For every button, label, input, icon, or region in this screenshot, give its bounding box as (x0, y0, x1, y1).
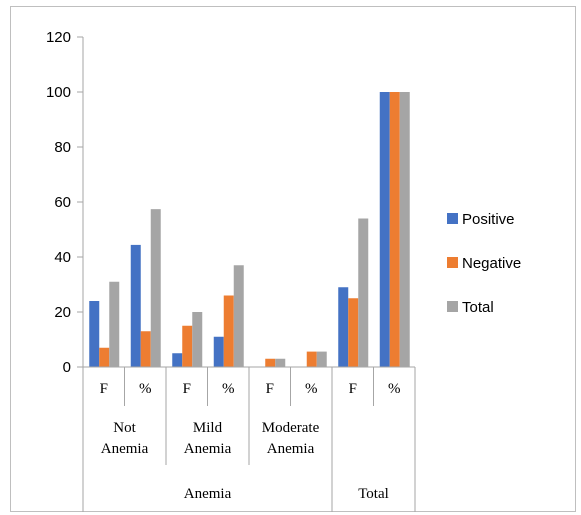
y-tick-label: 0 (63, 359, 71, 376)
bar-total-2 (192, 312, 203, 367)
bar-negative-3 (223, 295, 234, 367)
legend-label-positive: Positive (462, 211, 515, 228)
bar-positive-3 (213, 336, 224, 367)
bar-total-0 (109, 281, 120, 367)
x-category-label: % (305, 381, 318, 397)
bar-positive-0 (89, 301, 100, 367)
bar-positive-2 (172, 353, 183, 367)
chart-frame (10, 6, 576, 512)
y-tick-label: 80 (54, 139, 71, 156)
y-tick-label: 40 (54, 249, 71, 266)
x-top-group-label: Anemia (184, 486, 232, 502)
x-category-label: F (183, 381, 191, 397)
x-category-label: F (349, 381, 357, 397)
bar-total-4 (275, 358, 286, 367)
bar-total-5 (316, 351, 327, 367)
bar-total-7 (399, 92, 410, 367)
legend-label-negative: Negative (462, 255, 521, 272)
y-tick-label: 20 (54, 304, 71, 321)
bar-negative-4 (265, 358, 276, 367)
x-group-label: Anemia (184, 441, 232, 457)
x-category-label: F (100, 381, 108, 397)
bar-positive-1 (130, 244, 141, 367)
bar-negative-7 (389, 92, 400, 367)
legend-swatch-negative (447, 257, 458, 268)
bar-total-1 (150, 209, 161, 367)
bar-negative-0 (99, 347, 110, 367)
x-group-label: Mild (193, 420, 223, 436)
x-group-label: Moderate (262, 420, 320, 436)
legend-label-total: Total (462, 299, 494, 316)
x-category-label: F (266, 381, 274, 397)
bar-negative-2 (182, 325, 193, 367)
legend-swatch-total (447, 301, 458, 312)
bar-total-6 (358, 218, 369, 367)
bar-positive-7 (379, 92, 390, 367)
bar-positive-6 (338, 287, 349, 367)
bar-negative-1 (140, 331, 151, 367)
y-tick-label: 120 (46, 29, 71, 46)
y-tick-label: 60 (54, 194, 71, 211)
bar-negative-5 (306, 351, 317, 367)
x-category-label: % (222, 381, 235, 397)
bar-negative-6 (348, 298, 359, 367)
x-group-label: Anemia (267, 441, 315, 457)
x-group-label: Not (113, 420, 136, 436)
x-top-group-label: Total (358, 486, 389, 502)
x-category-label: % (388, 381, 401, 397)
bar-total-3 (233, 265, 244, 367)
legend-swatch-positive (447, 213, 458, 224)
x-category-label: % (139, 381, 152, 397)
x-group-label: Anemia (101, 441, 149, 457)
y-tick-label: 100 (46, 84, 71, 101)
